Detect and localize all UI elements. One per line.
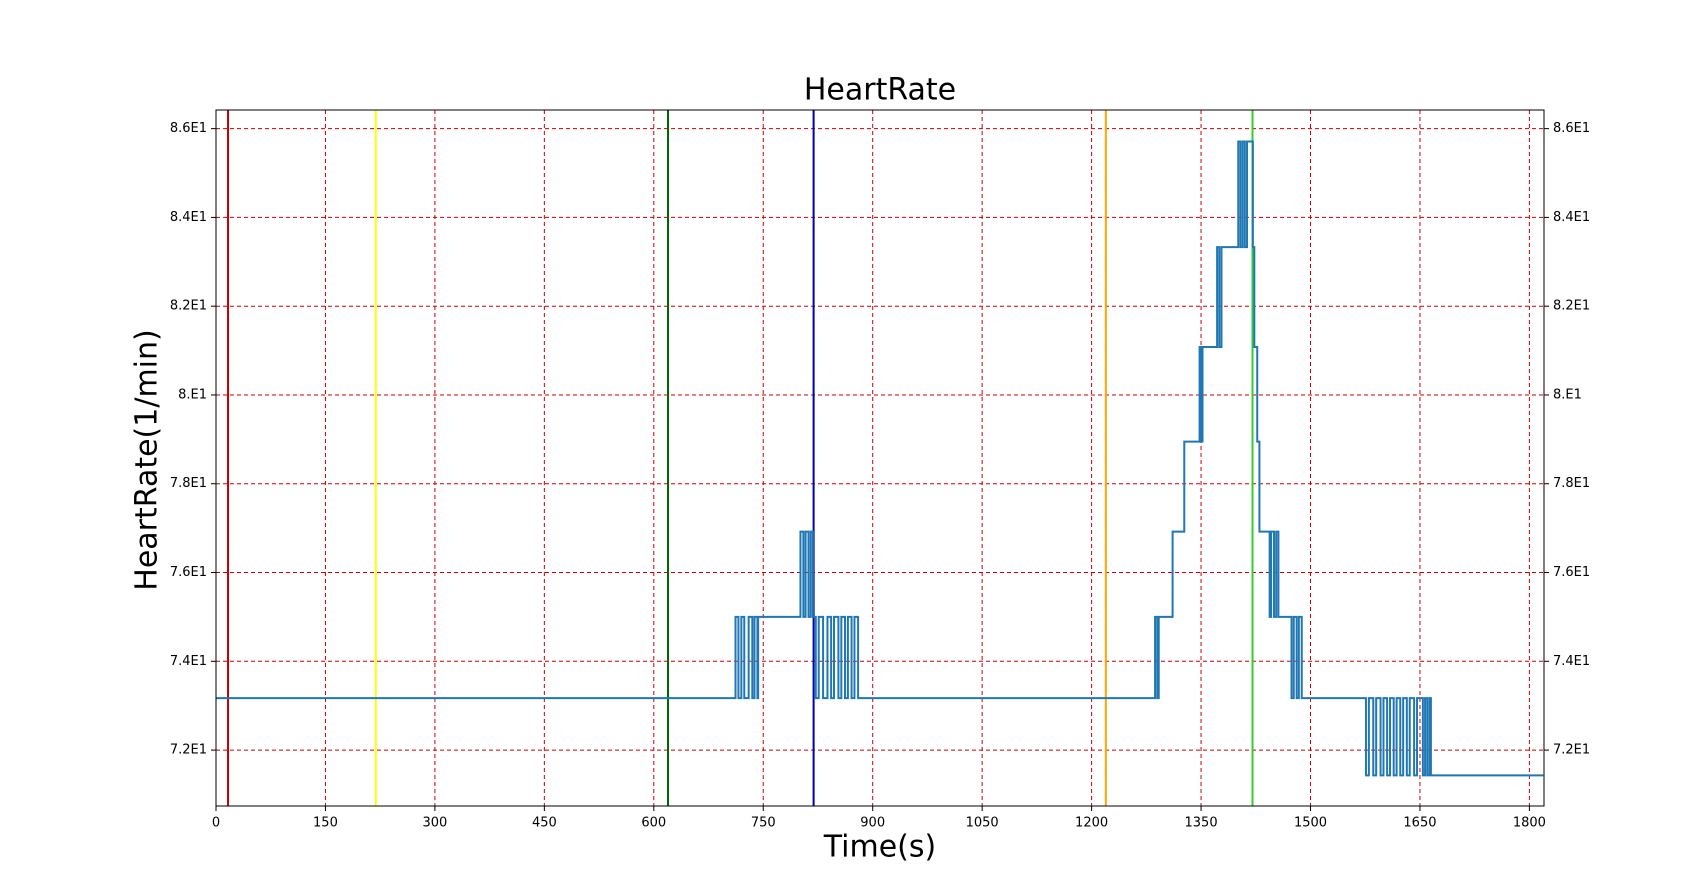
x-tick-label: 750 xyxy=(751,816,776,831)
y2-tick-label: 7.6E1 xyxy=(1553,565,1590,580)
x-tick-label: 450 xyxy=(532,816,557,831)
x-tick-label: 600 xyxy=(641,816,666,831)
y2-tick-label: 7.8E1 xyxy=(1553,476,1590,491)
y2-tick-label: 8.E1 xyxy=(1553,387,1582,402)
y2-tick-label: 8.6E1 xyxy=(1553,121,1590,136)
x-tick-label: 150 xyxy=(313,816,338,831)
y2-tick-label: 7.4E1 xyxy=(1553,654,1590,669)
x-tick-label: 1650 xyxy=(1403,816,1436,831)
y2-tick-label: 8.4E1 xyxy=(1553,210,1590,225)
x-tick-label: 1500 xyxy=(1294,816,1327,831)
y-axis-label: HeartRate(1/min) xyxy=(130,329,165,590)
y-tick-label: 8.4E1 xyxy=(170,210,207,225)
y-tick-label: 8.2E1 xyxy=(170,299,207,314)
y-tick-label: 7.2E1 xyxy=(170,743,207,758)
x-tick-label: 1350 xyxy=(1185,816,1218,831)
chart-title: HeartRate xyxy=(804,73,956,108)
x-axis-label: Time(s) xyxy=(823,830,936,865)
y2-tick-label: 8.2E1 xyxy=(1553,299,1590,314)
y-tick-label: 8.E1 xyxy=(178,387,207,402)
y-tick-label: 7.6E1 xyxy=(170,565,207,580)
data-line xyxy=(216,140,1544,777)
y-tick-label: 7.8E1 xyxy=(170,476,207,491)
x-tick-label: 1800 xyxy=(1513,816,1546,831)
x-tick-label: 900 xyxy=(860,816,885,831)
y2-tick-label: 7.2E1 xyxy=(1553,743,1590,758)
x-tick-label: 1200 xyxy=(1075,816,1108,831)
x-tick-label: 300 xyxy=(422,816,447,831)
y-tick-label: 7.4E1 xyxy=(170,654,207,669)
x-tick-label: 1050 xyxy=(966,816,999,831)
y-tick-label: 8.6E1 xyxy=(170,121,207,136)
x-tick-label: 0 xyxy=(212,816,220,831)
plot-frame xyxy=(215,109,1545,807)
